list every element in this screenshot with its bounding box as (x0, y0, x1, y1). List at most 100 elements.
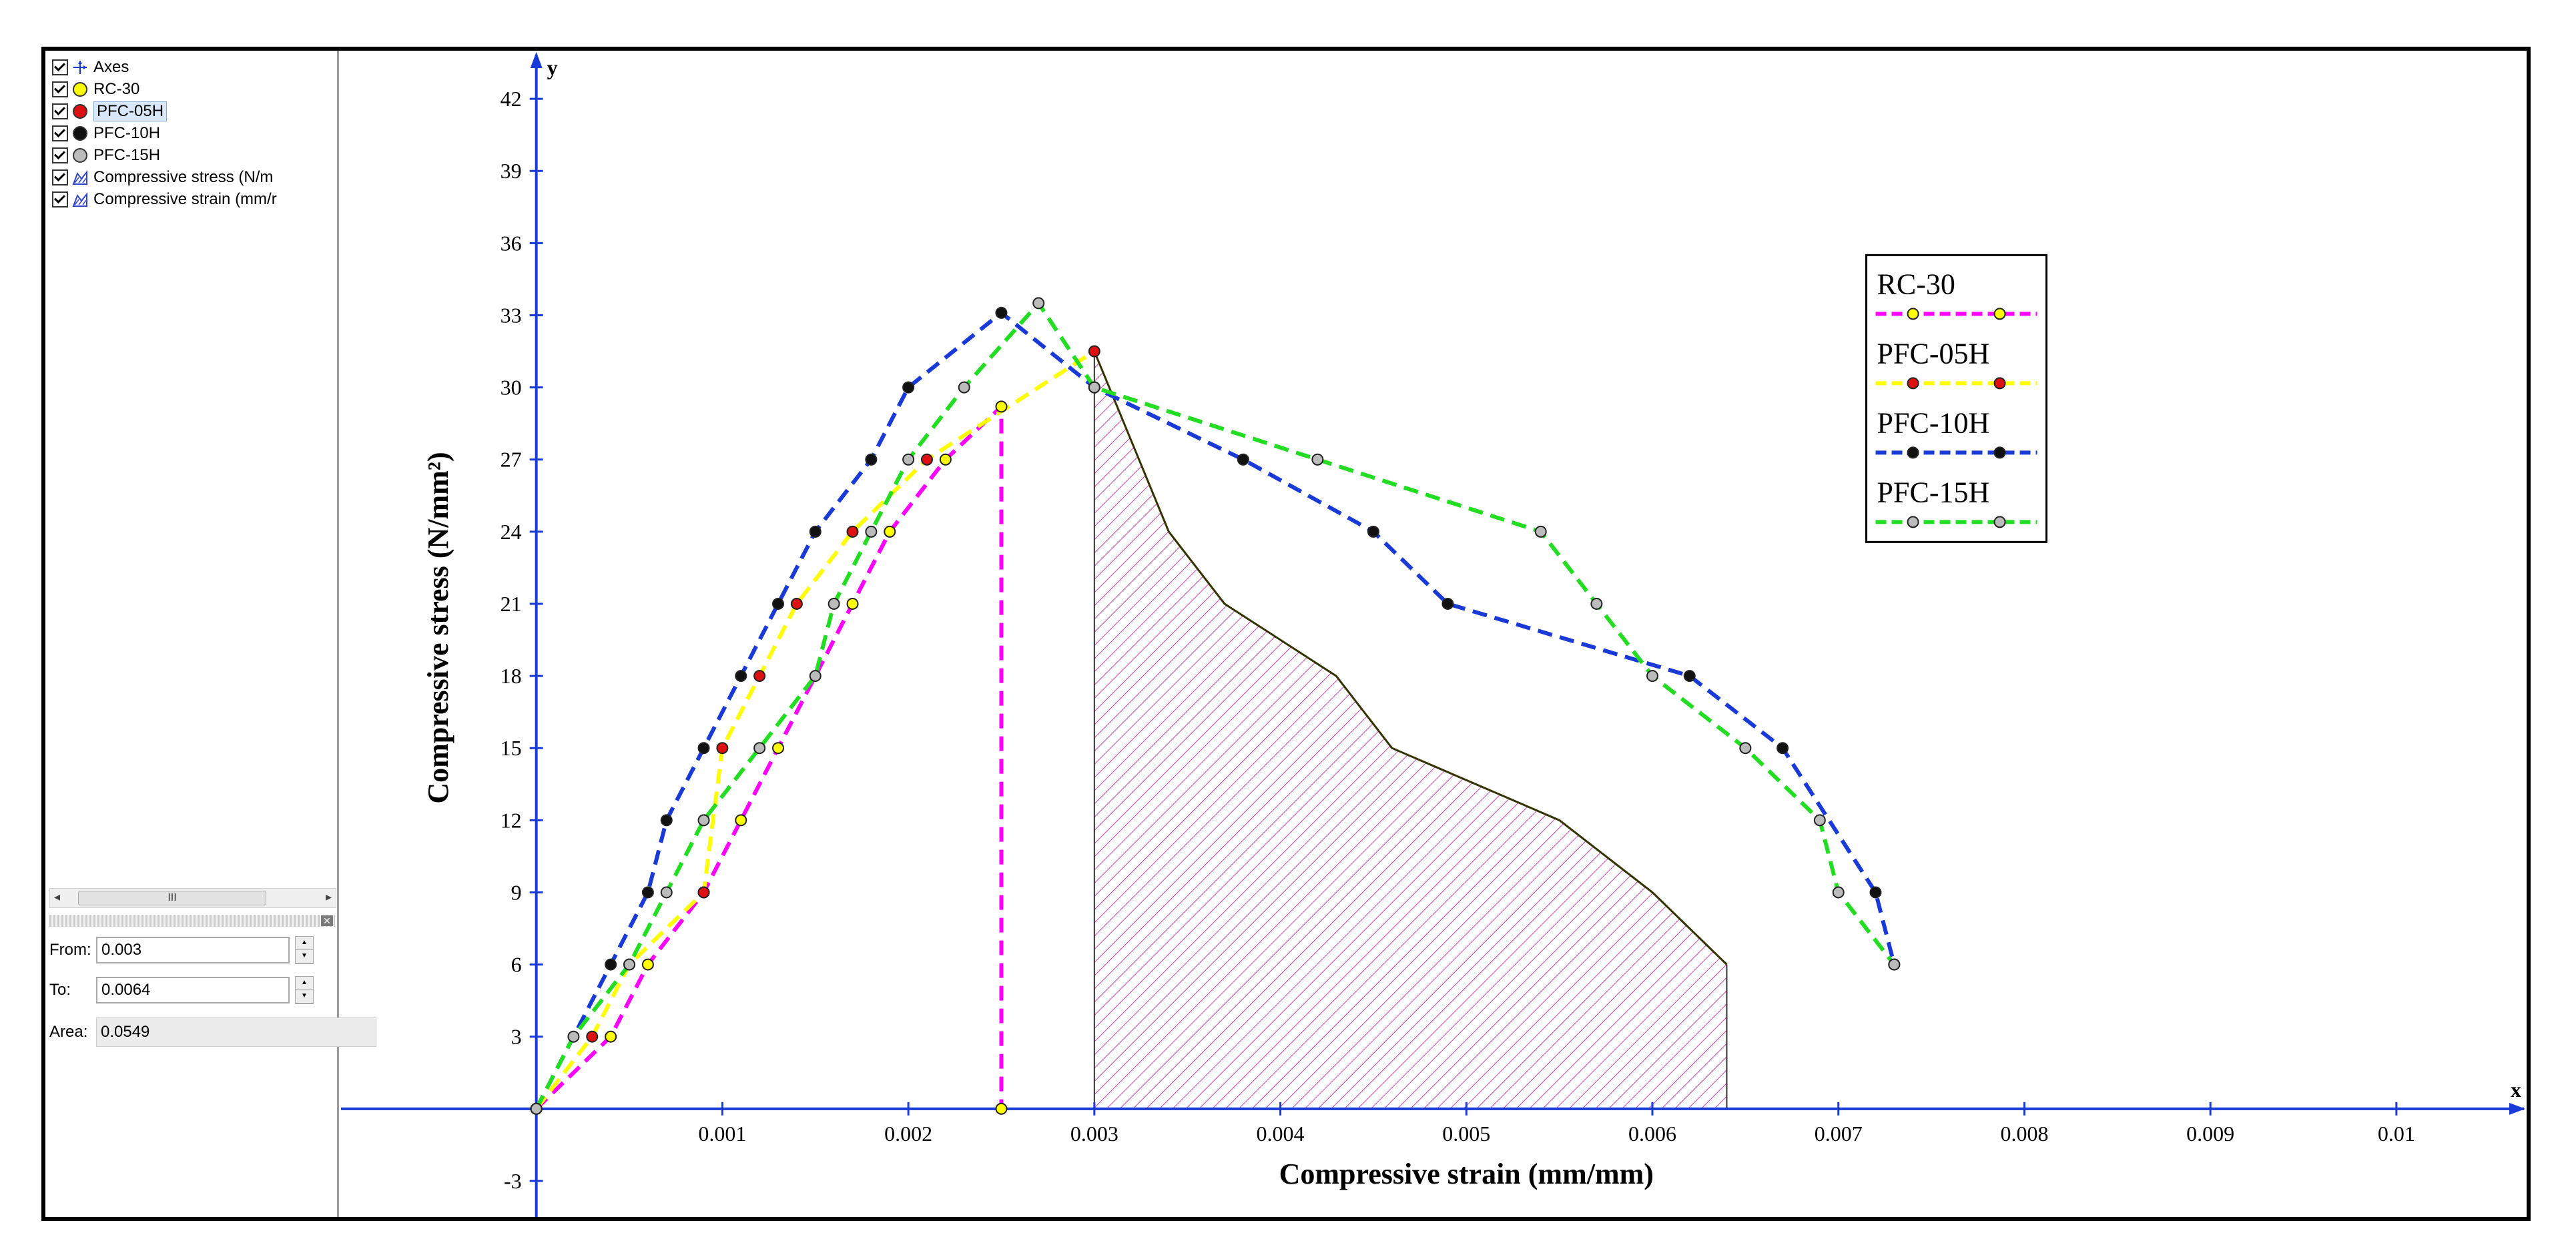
x-tick-label: 0.001 (698, 1122, 746, 1146)
y-tick-label: 33 (501, 303, 522, 327)
legend-marker (1993, 446, 2006, 459)
data-point-pfc-05h (920, 453, 933, 466)
data-point-rc-30 (605, 1030, 617, 1043)
y-tick-label: 39 (501, 159, 522, 183)
data-point-rc-30 (735, 814, 747, 827)
data-point-pfc-10h (1683, 670, 1696, 683)
area-top-edge (1093, 350, 1728, 965)
data-point-pfc-15h (530, 1102, 543, 1115)
legend-marker (1907, 446, 1919, 459)
from-row: From: ▲▼ (49, 935, 314, 965)
legend-label: PFC-10H (1877, 406, 1990, 439)
data-point-rc-30 (995, 400, 1008, 413)
checkbox[interactable] (52, 191, 68, 208)
x-tick-label: 0.01 (2378, 1122, 2415, 1146)
x-tick-label: 0.003 (1070, 1122, 1118, 1146)
area-icon (72, 191, 88, 208)
checkbox[interactable] (52, 169, 68, 185)
data-point-pfc-10h (1441, 597, 1454, 610)
data-point-pfc-15h (660, 886, 673, 899)
area-fill (1094, 351, 1727, 1109)
data-point-pfc-10h (1777, 742, 1789, 755)
panel-splitter[interactable] (49, 915, 335, 927)
data-point-pfc-15h (809, 670, 822, 683)
tree-item-label: Compressive stress (N/m (93, 167, 274, 186)
data-point-rc-30 (939, 453, 952, 466)
data-point-pfc-10h (1367, 525, 1379, 538)
tree-item-pfc-05h[interactable]: PFC-05H (52, 100, 332, 122)
from-stepper[interactable]: ▲ ▼ (295, 936, 314, 964)
data-point-pfc-15h (1832, 886, 1845, 899)
to-input[interactable] (96, 977, 290, 1003)
x-tick-label: 0.006 (1628, 1122, 1676, 1146)
data-point-pfc-10h (902, 381, 915, 394)
data-point-pfc-05h (697, 886, 710, 899)
tree-item-rc-30[interactable]: RC-30 (52, 78, 332, 100)
data-point-pfc-05h (586, 1030, 599, 1043)
data-point-pfc-15h (828, 597, 840, 610)
close-icon[interactable]: ✕ (321, 915, 333, 926)
data-point-pfc-10h (735, 670, 747, 683)
legend-label: RC-30 (1877, 268, 1955, 300)
checkbox[interactable] (52, 103, 68, 119)
data-point-pfc-15h (1739, 742, 1752, 755)
tree-item-pfc-10h[interactable]: PFC-10H (52, 122, 332, 144)
data-point-pfc-15h (1311, 453, 1324, 466)
data-point-pfc-10h (772, 597, 784, 610)
data-point-pfc-10h (697, 742, 710, 755)
data-point-pfc-05h (846, 525, 859, 538)
data-point-pfc-05h (716, 742, 729, 755)
scroll-left-icon[interactable]: ◂ (54, 890, 61, 903)
x-tick-label: 0.007 (1815, 1122, 1863, 1146)
x-tick-label: 0.002 (884, 1122, 932, 1146)
data-point-pfc-10h (605, 958, 617, 971)
dot-icon (72, 103, 88, 119)
x-axis-title: Compressive strain (mm/mm) (1279, 1158, 1654, 1190)
tree-item-stress-area[interactable]: Compressive stress (N/m (52, 166, 332, 188)
area-icon (72, 169, 88, 185)
dot-icon (72, 147, 88, 163)
horizontal-scrollbar[interactable]: ◂ III ▸ (49, 888, 336, 908)
scroll-thumb[interactable]: III (78, 891, 266, 905)
tree-item-label: Compressive strain (mm/r (93, 189, 277, 208)
tree-item-label: RC-30 (93, 79, 140, 98)
x-axis-name: x (2511, 1078, 2521, 1102)
tree-item-label: PFC-05H (93, 101, 168, 121)
checkbox[interactable] (52, 81, 68, 97)
data-point-pfc-05h (790, 597, 803, 610)
object-panel: Axes RC-30 PFC-05H PFC-10H PFC-15H (45, 51, 376, 1217)
area-label: Area: (49, 1023, 88, 1041)
from-input[interactable] (96, 937, 290, 963)
data-point-pfc-05h (753, 670, 766, 683)
tree-item-axes[interactable]: Axes (52, 56, 332, 78)
to-label: To: (49, 981, 71, 999)
y-tick-label: 21 (501, 592, 522, 616)
y-tick-label: 6 (511, 953, 522, 977)
data-point-pfc-10h (995, 306, 1008, 319)
tree-item-strain-area[interactable]: Compressive strain (mm/r (52, 188, 332, 210)
data-point-pfc-15h (567, 1030, 580, 1043)
series-line-rc-30 (535, 402, 1004, 1110)
data-point-rc-30 (884, 525, 896, 538)
tree-item-label: PFC-10H (93, 123, 161, 142)
chart: 0.001 0.002 0.003 0.004 0.005 0.006 0.007 0.008… (341, 52, 2525, 1217)
tree-item-pfc-15h[interactable]: PFC-15H (52, 144, 332, 166)
data-point-pfc-15h (958, 381, 970, 394)
object-tree: Axes RC-30 PFC-05H PFC-10H PFC-15H (52, 56, 332, 210)
legend-box (1865, 254, 2048, 543)
checkbox[interactable] (52, 125, 68, 141)
to-stepper[interactable]: ▲ ▼ (295, 976, 314, 1004)
to-row: To: ▲▼ (49, 975, 314, 1005)
legend-marker (1993, 308, 2006, 320)
scroll-right-icon[interactable]: ▸ (325, 890, 332, 903)
checkbox[interactable] (52, 59, 68, 75)
tree-item-label: Axes (93, 57, 129, 76)
y-tick-label: 18 (501, 664, 522, 688)
checkbox[interactable] (52, 147, 68, 163)
legend-marker (1993, 516, 2006, 528)
data-point-pfc-15h (1032, 297, 1045, 310)
data-point-pfc-10h (809, 525, 822, 538)
area-row: Area: 0.0549 (49, 1017, 376, 1048)
y-tick-label: 12 (501, 808, 522, 832)
legend-marker (1907, 308, 1919, 320)
